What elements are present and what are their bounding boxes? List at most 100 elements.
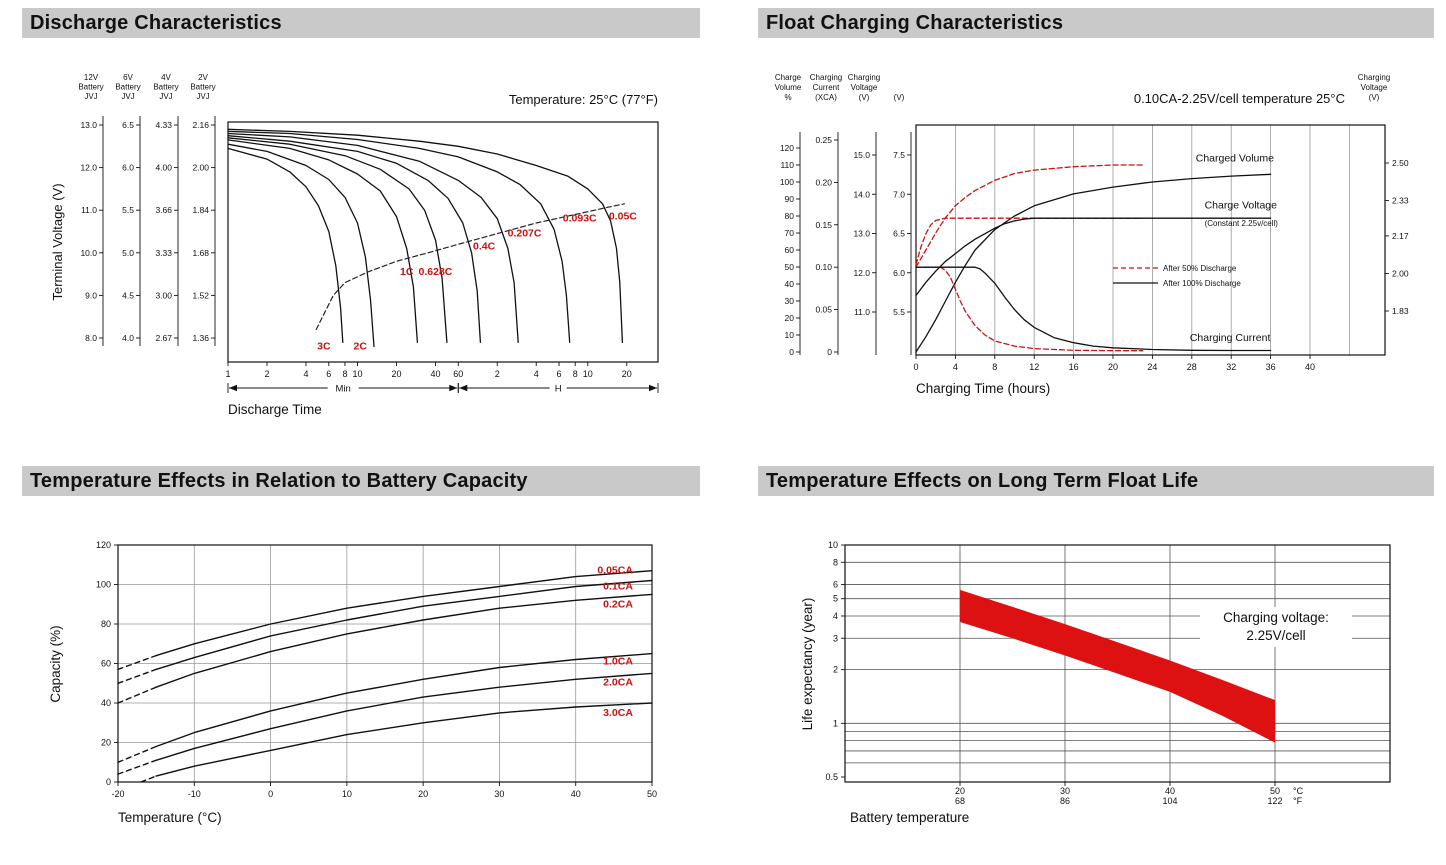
float-life-chart: 1086543210.5206830864010450122°C°FChargi… (800, 540, 1391, 825)
x-axis-label: Discharge Time (228, 402, 322, 417)
voltage-tick-label: 2.00 (192, 163, 209, 173)
axis-tick-label: 6.5 (893, 229, 905, 239)
rate-label-0.628C: 0.628C (419, 266, 453, 278)
x-axis-label: Temperature (°C) (118, 810, 222, 825)
curve-0.1CA-dashed (117, 668, 157, 684)
axis-tick-label: 0.20 (815, 177, 832, 187)
capacity-rate-label-3.0CA: 3.0CA (603, 707, 633, 719)
axis-tick-label: 10 (785, 330, 795, 340)
x-tick-label: 4 (534, 369, 539, 379)
x-tick-label: 10 (352, 369, 362, 379)
x-tick-label: 20 (418, 789, 428, 799)
axis-tick-label: 60 (785, 245, 795, 255)
axis-tick-label: 0.15 (815, 220, 832, 230)
bracket-label-bg (327, 381, 359, 395)
curve-charged-volume-100 (915, 173, 1272, 353)
curve-label: Charged Volume (1196, 153, 1274, 165)
voltage-tick-label: 4.5 (122, 290, 134, 300)
y-tick-label: 20 (101, 738, 111, 748)
curve-0.05CA (155, 570, 653, 657)
x-tick-label: -10 (188, 789, 201, 799)
arrowhead (649, 384, 657, 392)
axis-tick-label: 20 (785, 313, 795, 323)
axis-tick-label: 2.33 (1392, 196, 1409, 206)
axis-header: (XCA) (815, 93, 837, 102)
axis-tick-label: 11.0 (854, 307, 870, 317)
curve-3.0CA (155, 702, 653, 777)
voltage-tick-label: 1.36 (192, 333, 209, 343)
voltage-scale-header: JVJ (196, 92, 209, 101)
bracket-label: Min (335, 384, 350, 395)
y-tick-label: 3 (833, 633, 838, 643)
bracket-label: H (555, 384, 562, 395)
x-tick-label-celsius: 50 (1270, 786, 1280, 796)
y-tick-label: 40 (101, 698, 111, 708)
y-tick-label: 5 (833, 594, 838, 604)
axis-tick-label: 90 (785, 194, 795, 204)
axis-tick-label: 0.25 (815, 135, 832, 145)
x-tick-label-fahrenheit: 104 (1162, 796, 1177, 806)
curve-2.0CA (155, 672, 653, 761)
capacity-rate-label-2.0CA: 2.0CA (603, 676, 633, 688)
x-tick-label-celsius: 30 (1060, 786, 1070, 796)
axis-tick-label: 80 (785, 211, 795, 221)
axis-tick-label: 13.0 (853, 229, 870, 239)
y-tick-label: 60 (101, 659, 111, 669)
voltage-tick-label: 9.0 (85, 290, 97, 300)
section-title-float-charging: Float Charging Characteristics (758, 8, 1434, 38)
curve-label: Charge Voltage (1205, 199, 1278, 211)
arrowhead (229, 384, 237, 392)
voltage-tick-label: 3.33 (155, 248, 172, 258)
plot-box (915, 124, 1386, 356)
rate-label-2C: 2C (354, 341, 368, 353)
x-tick-label-celsius: 20 (955, 786, 965, 796)
x-tick-label: 0 (913, 362, 918, 372)
curve-label: (Constant 2.25v/cell) (1205, 219, 1279, 228)
y-tick-label: 100 (96, 580, 111, 590)
axis-tick-label: 1.83 (1392, 306, 1409, 316)
voltage-tick-label: 8.0 (85, 333, 97, 343)
voltage-tick-label: 4.00 (155, 163, 172, 173)
axis-tick-label: 7.5 (893, 150, 905, 160)
curve-0.1CA (155, 579, 653, 671)
plot-box (844, 544, 1391, 783)
x-tick-label-fahrenheit: 122 (1267, 796, 1282, 806)
temp-capacity-chart: 0 20 40 60 80 100 120 -20 -10 0 10 20 30 40 50 Capacity… (48, 540, 657, 825)
curve-0.4C (227, 135, 482, 343)
y-axis-label: Terminal Voltage (V) (50, 183, 65, 300)
curve-3C (227, 147, 344, 343)
x-tick-label: 8 (573, 369, 578, 379)
x-tick-label: 0 (268, 789, 273, 799)
axis-tick-label: 0.10 (815, 262, 832, 272)
voltage-scale-header: 6V (123, 73, 133, 82)
arrowhead (459, 384, 468, 392)
bracket-label-bg (549, 381, 567, 395)
x-tick-label: 40 (430, 369, 440, 379)
curve-0.628C (227, 137, 448, 343)
curve-0.05CA-dashed (117, 654, 157, 671)
x-tick-label: 24 (1147, 362, 1157, 372)
rate-label-0.207C: 0.207C (508, 228, 542, 240)
x-tick-label: 4 (303, 369, 308, 379)
y-tick-label: 6 (833, 580, 838, 590)
axis-tick-label: 5.5 (893, 307, 905, 317)
voltage-tick-label: 13.0 (80, 120, 97, 130)
x-tick-label: 12 (1029, 362, 1039, 372)
y-tick-label: 4 (833, 611, 838, 621)
unit-fahrenheit: °F (1293, 796, 1303, 806)
axis-tick-label: 120 (780, 143, 794, 153)
x-tick-label: 28 (1187, 362, 1197, 372)
curve-0.2CA (155, 593, 653, 688)
x-tick-label: 40 (571, 789, 581, 799)
rate-label-3C: 3C (317, 341, 331, 353)
x-tick-label: 6 (326, 369, 331, 379)
voltage-tick-label: 2.16 (192, 120, 209, 130)
voltage-tick-label: 1.68 (192, 248, 209, 258)
unit-celsius: °C (1293, 786, 1304, 796)
y-tick-label: 120 (96, 540, 111, 550)
axis-header: % (784, 93, 791, 102)
curve-charging-current-100 (915, 266, 1272, 352)
voltage-scale-header: 12V (84, 73, 99, 82)
